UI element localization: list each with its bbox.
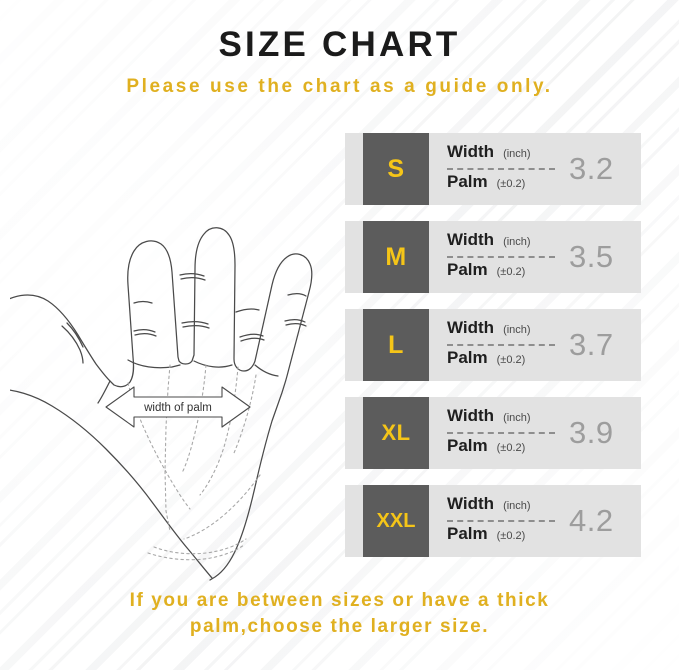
table-row[interactable]: S Width (inch) Palm (±0.2) 3.2 <box>345 133 641 205</box>
dashed-separator <box>447 432 555 434</box>
palm-label: Palm <box>447 260 488 279</box>
table-row[interactable]: XXL Width (inch) Palm (±0.2) 4.2 <box>345 485 641 557</box>
palm-line: Palm (±0.2) <box>447 348 565 372</box>
width-line: Width (inch) <box>447 142 565 166</box>
width-label: Width <box>447 318 495 337</box>
size-value-xl: 3.9 <box>569 415 614 450</box>
size-badge-m: M <box>363 221 429 293</box>
footer-note: If you are between sizes or have a thick… <box>0 588 679 640</box>
width-line: Width (inch) <box>447 318 565 342</box>
palm-tolerance: (±0.2) <box>496 442 526 454</box>
palm-label: Palm <box>447 436 488 455</box>
table-row[interactable]: XL Width (inch) Palm (±0.2) 3.9 <box>345 397 641 469</box>
footer-line-2: palm,choose the larger size. <box>189 616 490 638</box>
width-line: Width (inch) <box>447 406 565 430</box>
dashed-separator <box>447 344 555 346</box>
footer-line-1: If you are between sizes or have a thick <box>129 590 550 611</box>
size-value-xxl: 4.2 <box>569 503 614 538</box>
dashed-separator <box>447 256 555 258</box>
size-table: S Width (inch) Palm (±0.2) 3.2 M Width <box>345 133 641 573</box>
hand-diagram-svg: width of palm <box>10 227 313 581</box>
palm-tolerance: (±0.2) <box>496 530 526 542</box>
palm-tolerance: (±0.2) <box>496 266 526 278</box>
palm-line: Palm (±0.2) <box>447 260 565 284</box>
palm-crease-lines <box>127 364 261 561</box>
size-badge-xxl: XXL <box>363 485 429 557</box>
size-badge-s: S <box>363 133 429 205</box>
row-measurement-block: Width (inch) Palm (±0.2) <box>429 397 569 469</box>
dashed-separator <box>447 520 555 522</box>
row-measurement-block: Width (inch) Palm (±0.2) <box>429 309 569 381</box>
width-label: Width <box>447 142 495 161</box>
palm-line: Palm (±0.2) <box>447 524 565 548</box>
palm-label: Palm <box>447 524 488 543</box>
palm-tolerance: (±0.2) <box>496 178 526 190</box>
hand-palm-illustration: width of palm <box>10 175 340 585</box>
palm-line: Palm (±0.2) <box>447 436 565 460</box>
width-unit: (inch) <box>503 412 531 424</box>
table-row[interactable]: L Width (inch) Palm (±0.2) 3.7 <box>345 309 641 381</box>
width-line: Width (inch) <box>447 494 565 518</box>
width-unit: (inch) <box>503 236 531 248</box>
size-badge-xl: XL <box>363 397 429 469</box>
row-measurement-block: Width (inch) Palm (±0.2) <box>429 221 569 293</box>
palm-tolerance: (±0.2) <box>496 354 526 366</box>
row-measurement-block: Width (inch) Palm (±0.2) <box>429 133 569 205</box>
width-line: Width (inch) <box>447 230 565 254</box>
width-label: Width <box>447 406 495 425</box>
dashed-separator <box>447 168 555 170</box>
size-value-l: 3.7 <box>569 327 614 362</box>
page-title: SIZE CHART <box>218 25 461 64</box>
table-row[interactable]: M Width (inch) Palm (±0.2) 3.5 <box>345 221 641 293</box>
width-unit: (inch) <box>503 324 531 336</box>
width-unit: (inch) <box>503 148 531 160</box>
palm-label: Palm <box>447 348 488 367</box>
size-value-m: 3.5 <box>569 239 614 274</box>
width-label: Width <box>447 494 495 513</box>
size-value-s: 3.2 <box>569 151 614 186</box>
width-label: Width <box>447 230 495 249</box>
page-subtitle: Please use the chart as a guide only. <box>126 76 553 97</box>
row-measurement-block: Width (inch) Palm (±0.2) <box>429 485 569 557</box>
width-of-palm-label: width of palm <box>143 402 212 414</box>
palm-line: Palm (±0.2) <box>447 172 565 196</box>
palm-label: Palm <box>447 172 488 191</box>
width-unit: (inch) <box>503 500 531 512</box>
size-badge-l: L <box>363 309 429 381</box>
